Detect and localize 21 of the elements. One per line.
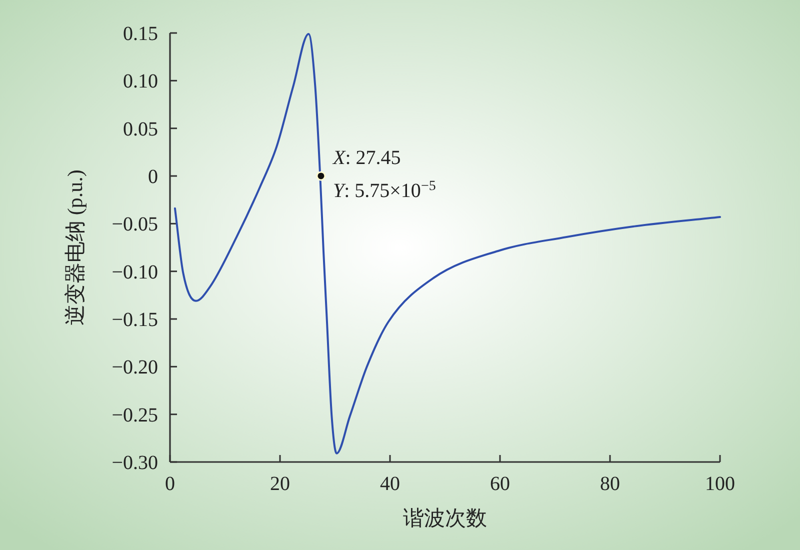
x-tick-label: 60	[490, 473, 510, 495]
y-tick-label: −0.05	[112, 214, 158, 236]
x-tick-label: 80	[600, 473, 620, 495]
x-tick-label: 0	[165, 473, 175, 495]
y-tick-label: 0.15	[123, 23, 158, 45]
annotation: Y: 5.75×10$^{−5}$	[332, 178, 436, 202]
x-tick-label: 20	[270, 473, 290, 495]
annotation: X: 27.45	[332, 146, 401, 169]
x-tick-label: 100	[705, 473, 735, 495]
y-tick-label: −0.15	[112, 309, 158, 331]
y-tick-label: 0.10	[123, 70, 158, 93]
y-tick-label: 0	[148, 166, 158, 188]
y-tick-label: −0.30	[112, 452, 158, 474]
y-axis-title: 逆变器电纳 (p.u.)	[63, 170, 87, 326]
x-tick-label: 40	[380, 473, 400, 495]
y-tick-label: −0.20	[112, 356, 158, 379]
y-tick-label: −0.25	[112, 404, 158, 426]
x-axis-title: 谐波次数	[403, 506, 487, 530]
y-tick-label: −0.10	[112, 261, 158, 284]
line-series	[174, 32, 721, 454]
y-tick-label: 0.05	[123, 118, 158, 140]
